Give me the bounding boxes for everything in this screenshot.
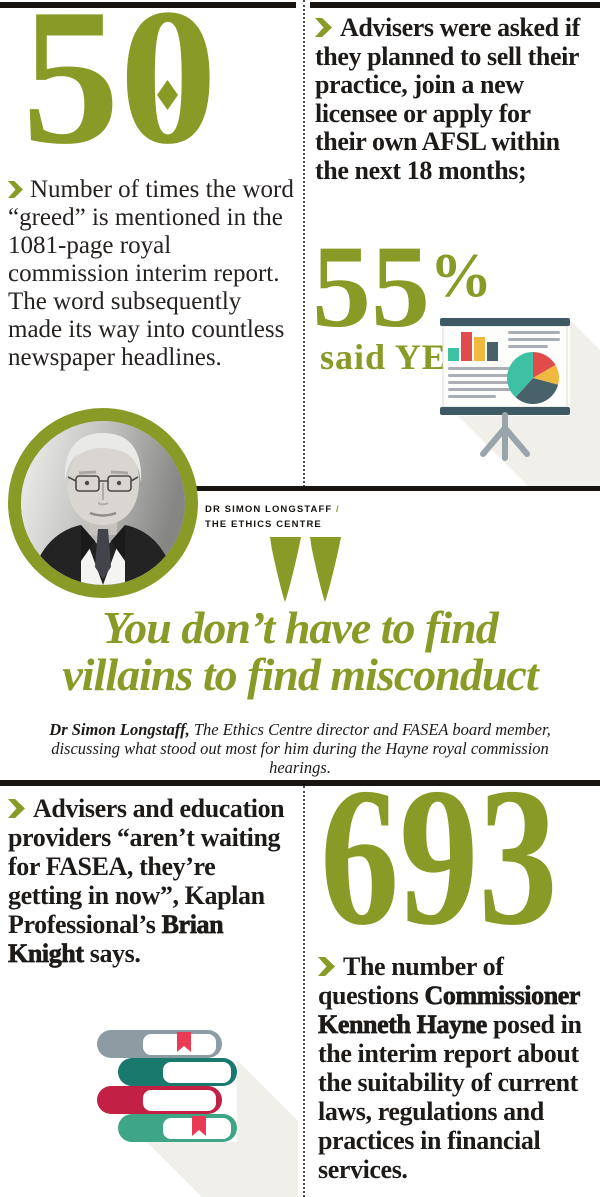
caption-org: THE ETHICS CENTRE (205, 519, 322, 530)
greed-paragraph: Number of times the word “greed” is ment… (8, 176, 296, 372)
chevron-icon (8, 181, 23, 198)
chevron-icon (315, 18, 332, 37)
column-divider-bottom (303, 786, 305, 1197)
presentation-chart-icon (440, 318, 600, 488)
caption-name: DR SIMON LONGSTAFF (205, 504, 333, 515)
easel-stand (480, 412, 530, 461)
bottom-rule (0, 780, 600, 786)
quote-line2: villains to find misconduct (62, 649, 538, 700)
mid-rule (190, 486, 600, 491)
books-icon (97, 1030, 298, 1197)
caption-slash: / (336, 504, 340, 515)
quote-marks-icon (270, 537, 341, 602)
quote-line1: You don’t have to find (102, 602, 498, 653)
kaplan-paragraph: Advisers and education providers “aren’t… (8, 794, 293, 968)
quote-attribution: Dr Simon Longstaff, The Ethics Centre di… (30, 720, 570, 777)
top-rule-right (310, 2, 600, 8)
kaplan-person-name: Brian Knight (8, 910, 224, 969)
kaplan-text-pre: Advisers and education providers “aren’t… (8, 794, 285, 939)
stat-55-number: 55 (312, 221, 430, 352)
attribution-text: The Ethics Centre director and FASEA boa… (51, 720, 551, 777)
said-yes-label: said YES (320, 337, 468, 377)
portrait-illustration (21, 421, 185, 585)
greed-paragraph-text: Number of times the word “greed” is ment… (8, 176, 294, 371)
pie-chart (507, 352, 559, 404)
bar-slate (487, 342, 498, 361)
attribution-name: Dr Simon Longstaff, (49, 720, 190, 739)
hayne-person-name: Commissioner Kenneth Hayne (318, 981, 581, 1040)
bookmark-ribbon (192, 1116, 206, 1136)
bar-yellow (474, 337, 485, 361)
diamond-ornament-icon (157, 80, 178, 110)
stat-50: 50 (22, 0, 217, 185)
books-shadow (147, 1060, 298, 1197)
column-divider-top (303, 0, 305, 487)
chevron-icon (318, 957, 335, 976)
advisers-question-paragraph: Advisers were asked if they planned to s… (315, 13, 581, 185)
portrait-photo (8, 408, 198, 598)
top-rule-left (0, 2, 296, 8)
percent-sign: % (430, 242, 492, 310)
chevron-icon (8, 799, 25, 818)
bar-red (461, 332, 472, 361)
board-text-lines (448, 331, 560, 398)
portrait-caption: DR SIMON LONGSTAFF / THE ETHICS CENTRE (205, 502, 340, 532)
bookmark-ribbon (177, 1032, 191, 1052)
stat-55-percent: 55% (312, 228, 492, 346)
hayne-text-post: posed in the interim report about the su… (318, 1010, 582, 1184)
hayne-text-pre: The number of questions (318, 952, 504, 1010)
kaplan-text-post: says. (83, 939, 141, 968)
bar-teal (448, 348, 459, 361)
advisers-question-text: Advisers were asked if they planned to s… (315, 13, 580, 185)
stat-693: 693 (320, 747, 558, 966)
hayne-paragraph: The number of questions Commissioner Ken… (318, 952, 596, 1184)
